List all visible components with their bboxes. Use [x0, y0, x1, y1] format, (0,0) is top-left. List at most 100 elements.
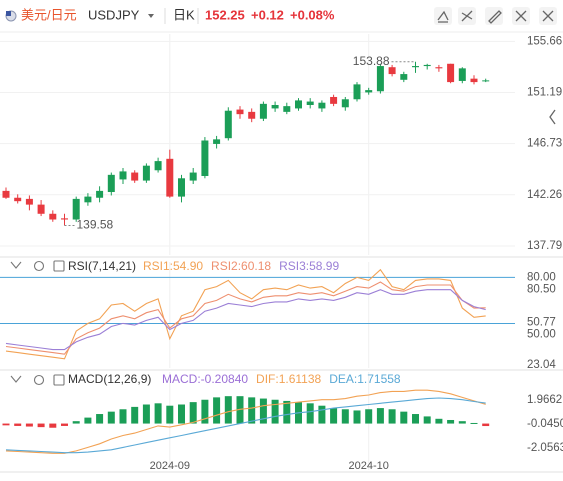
change-pct: +0.08%: [290, 7, 335, 22]
panel-title: MACD(12,26,9): [68, 372, 151, 386]
histogram-bar: [61, 423, 68, 426]
candle-body: [166, 158, 174, 197]
check-icon[interactable]: [53, 260, 65, 272]
histogram-bar: [154, 403, 162, 424]
candle-body: [330, 96, 338, 104]
histogram-bar: [2, 423, 10, 426]
histogram-bar: [72, 421, 80, 424]
settings-icon[interactable]: [33, 260, 45, 272]
symbol[interactable]: USDJPY: [88, 7, 140, 22]
rsi-icons: [10, 260, 65, 272]
histogram-bar: [482, 423, 490, 427]
candle-body: [412, 66, 419, 68]
collapse-arrow[interactable]: [549, 109, 556, 125]
candle-body: [96, 190, 104, 198]
toggle-icon[interactable]: [10, 375, 22, 383]
y-tick-label: 142.26: [527, 189, 562, 201]
candle-body: [341, 99, 349, 108]
tool-expand[interactable]: [512, 7, 530, 25]
rsi-line: [5, 268, 486, 360]
legend-entry: RSI1:54.90: [143, 259, 203, 273]
macd-icons: [10, 374, 65, 386]
candle-body: [365, 90, 373, 93]
histogram-bar: [306, 403, 314, 424]
histogram-bar: [365, 409, 373, 424]
y-tick-label: -0.04507: [527, 418, 563, 430]
y-tick-label: 23.04: [527, 359, 556, 371]
candle-body: [306, 101, 314, 105]
histogram-bar: [283, 400, 291, 424]
macd-line: [5, 397, 486, 454]
pair-name[interactable]: 美元/日元: [21, 7, 77, 22]
candle-body: [248, 111, 256, 119]
y-tick-label: 1.96621: [527, 394, 563, 406]
candle-body: [259, 103, 267, 119]
rsi-line: [5, 281, 486, 355]
x-tick-label: 2024-09: [150, 460, 190, 472]
histogram-bar: [376, 408, 384, 424]
histogram-bar: [353, 410, 361, 424]
candle-body: [236, 109, 244, 115]
candle-body: [142, 165, 150, 181]
histogram-bar: [213, 397, 221, 424]
y-tick-label: 137.79: [527, 240, 562, 252]
candle-body: [178, 178, 185, 197]
candle-body: [376, 66, 384, 92]
histogram-bar: [236, 396, 244, 424]
y-tick-label: 155.66: [527, 35, 562, 47]
candle-body: [61, 218, 68, 220]
histogram-bar: [271, 399, 279, 424]
tool-draw[interactable]: [458, 7, 476, 25]
histogram-bar: [435, 418, 443, 424]
dropdown-arrow[interactable]: [148, 14, 154, 18]
histogram-bar: [37, 423, 45, 428]
y-tick-label: 146.73: [527, 138, 562, 150]
histogram-bar: [189, 402, 197, 424]
histogram-bar: [201, 399, 209, 424]
settings-icon[interactable]: [33, 374, 45, 386]
change: +0.12: [251, 7, 284, 22]
tool-indicator[interactable]: [434, 7, 452, 25]
toggle-icon[interactable]: [10, 261, 22, 269]
candle-body: [283, 106, 291, 112]
histogram-bar: [49, 423, 57, 428]
candle-body: [25, 198, 33, 205]
histogram-bar: [259, 398, 267, 424]
legend-entry: RSI3:58.99: [279, 259, 339, 273]
y-tick-label: -2.05634: [527, 442, 563, 454]
candle-body: [388, 67, 396, 75]
histogram-bar: [458, 421, 466, 424]
histogram-bar: [400, 411, 408, 424]
candle-body: [49, 213, 57, 220]
tool-pen[interactable]: [485, 7, 503, 25]
histogram-bar: [142, 404, 150, 424]
candle-body: [2, 190, 10, 198]
legend-entry: DIF:1.61138: [256, 372, 321, 386]
histogram-bar: [447, 419, 455, 424]
candle-body: [295, 100, 302, 109]
y-tick-label: 151.19: [527, 87, 562, 99]
histogram-bar: [412, 414, 419, 424]
histogram-bar: [178, 404, 185, 424]
histogram-bar: [318, 405, 326, 424]
candle-body: [213, 139, 221, 144]
histogram-bar: [224, 396, 232, 424]
tool-close[interactable]: [539, 7, 557, 25]
candle-body: [224, 110, 232, 139]
panel-title: RSI(7,14,21): [68, 259, 136, 273]
candle-body: [107, 174, 115, 193]
check-icon[interactable]: [53, 374, 65, 386]
candle-body: [37, 204, 45, 214]
histogram-bar: [248, 397, 256, 424]
histogram-bar: [107, 411, 115, 424]
candle-body: [435, 67, 443, 69]
candle-body: [201, 140, 209, 176]
candle-body: [154, 161, 162, 171]
candle-body: [189, 172, 197, 181]
flag-canton: [6, 11, 11, 16]
histogram-bar: [119, 409, 127, 424]
candle-body: [72, 198, 80, 220]
y-tick-label: 50.00: [527, 328, 556, 340]
period[interactable]: 日K: [173, 7, 195, 22]
